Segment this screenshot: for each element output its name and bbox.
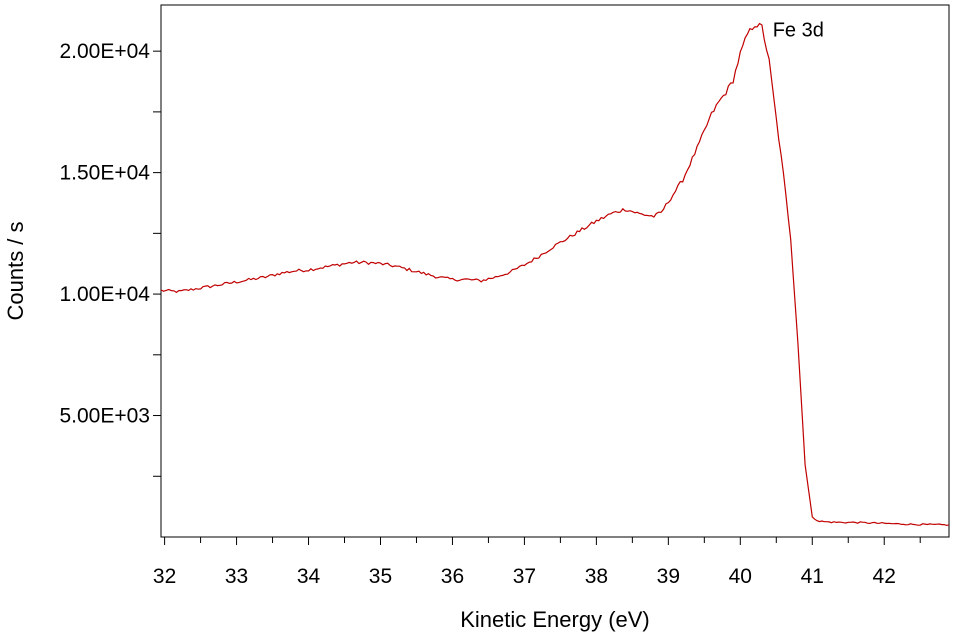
x-axis-ticks: 32 33 34 35 36 37 38 39 40 41 42: [153, 537, 921, 588]
series-layer: [160, 22, 950, 527]
x-tick-label: 39: [657, 565, 680, 588]
x-tick-label: 34: [297, 565, 321, 588]
x-axis-title: Kinetic Energy (eV): [460, 607, 650, 632]
y-tick-label: 1.50E+04: [59, 162, 150, 185]
y-axis-ticks: 5.00E+03 1.00E+04 1.50E+04 2.00E+04: [59, 40, 161, 477]
x-tick-label: 41: [801, 565, 824, 588]
x-tick-label: 36: [441, 565, 464, 588]
plot-frame: [160, 4, 950, 538]
x-tick-label: 35: [369, 565, 392, 588]
x-tick-label: 33: [225, 565, 248, 588]
y-tick-label: 5.00E+03: [59, 405, 150, 428]
x-tick-label: 32: [153, 565, 176, 588]
y-axis-title: Counts / s: [3, 221, 28, 320]
x-tick-label: 42: [873, 565, 896, 588]
annotation-fe-3d: Fe 3d: [773, 19, 824, 41]
x-tick-label: 37: [513, 565, 536, 588]
spectrum-line: [160, 22, 950, 527]
y-tick-label: 1.00E+04: [59, 283, 150, 306]
x-tick-label: 38: [585, 565, 608, 588]
x-tick-label: 40: [729, 565, 752, 588]
y-tick-label: 2.00E+04: [59, 40, 150, 63]
